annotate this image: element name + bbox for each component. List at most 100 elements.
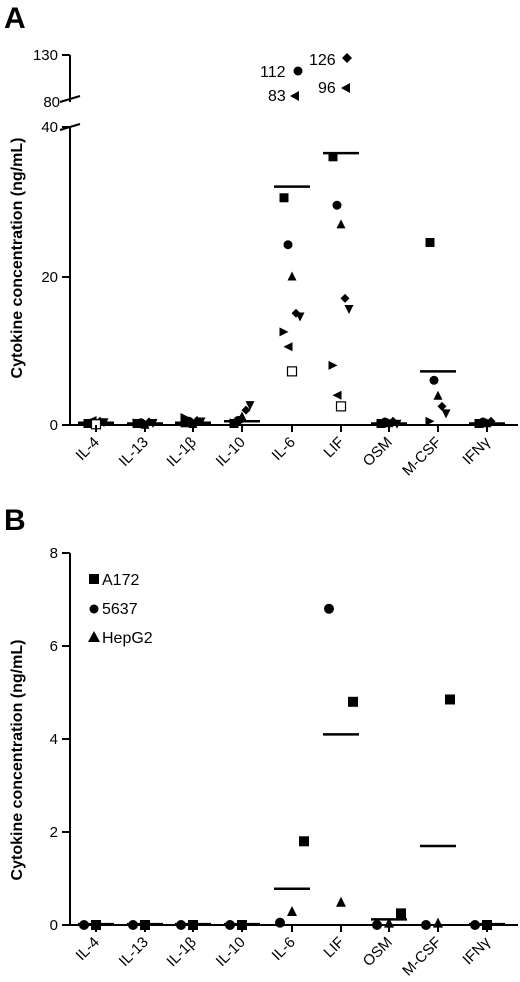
panel-a-chart: 130 80 40 20 0 112 83 126 96 IL-4 IL-13 IL… bbox=[33, 47, 518, 479]
panel-a-point-il-10-6 bbox=[233, 414, 243, 424]
panel-a-point-lif-0 bbox=[328, 152, 338, 162]
panel-a-point-il-4-5 bbox=[83, 419, 93, 429]
panel-b-point-hepg2-m-csf bbox=[433, 917, 443, 928]
panel-a-y-axis-title: Cytokine concentration (ng/mL) bbox=[9, 138, 26, 379]
panel-a-outlier-marker-126 bbox=[342, 53, 352, 63]
panel-a-point-m-csf-2 bbox=[433, 390, 443, 400]
panel-a-point-osm-2 bbox=[384, 418, 394, 428]
panel-a-outlier-label-96: 96 bbox=[318, 80, 336, 97]
panel-b-point-5637-il-1- bbox=[176, 920, 186, 930]
panel-a-point-m-csf-4 bbox=[441, 409, 451, 419]
panel-a-tick-label-130: 130 bbox=[33, 47, 58, 64]
panel-b-category-label-ifn-: IFNγ bbox=[459, 933, 494, 968]
panel-a-category-label-lif: LIF bbox=[320, 434, 347, 461]
panel-b-tick-label-8: 8 bbox=[50, 545, 58, 562]
panel-b-point-5637-il-4 bbox=[79, 920, 89, 930]
panel-b-point-a172-lif bbox=[348, 696, 358, 707]
panel-a-category-label-m-csf: M-CSF bbox=[399, 434, 445, 480]
panel-b-legend: A172 5637 HepG2 bbox=[88, 572, 153, 647]
legend-label-a172: A172 bbox=[102, 572, 139, 589]
panel-b-point-5637-il-6 bbox=[275, 917, 285, 928]
panel-b-tick-label-0: 0 bbox=[50, 917, 58, 934]
panel-a-point-il-6-6 bbox=[283, 342, 293, 352]
panel-a-point-ifn--2 bbox=[482, 418, 492, 428]
panel-b-category-labels: IL-4 IL-13 IL-1β IL-10 IL-6 LIF OSM M-CSF IFNγ bbox=[73, 925, 494, 979]
panel-b-tick-label-6: 6 bbox=[50, 638, 58, 655]
panel-a-category-label-osm: OSM bbox=[360, 434, 396, 470]
panel-b-category-label-il-4: IL-4 bbox=[73, 934, 103, 964]
panel-a-point-osm-4 bbox=[392, 419, 402, 429]
panel-b-tick-label-2: 2 bbox=[50, 824, 58, 841]
panel-b-point-hepg2-lif bbox=[336, 896, 346, 907]
panel-a-point-m-csf-1 bbox=[429, 375, 439, 385]
panel-b-category-label-il-1-: IL-1β bbox=[163, 934, 200, 971]
panel-a-point-il-6-2 bbox=[287, 271, 297, 281]
panel-b-point-5637-il-10 bbox=[225, 920, 235, 930]
panel-a-category-label-il-13: IL-13 bbox=[116, 434, 152, 470]
panel-a-marks bbox=[78, 151, 505, 430]
panel-a-point-il-6-7 bbox=[286, 366, 298, 377]
panel-b-category-label-il-13: IL-13 bbox=[116, 934, 152, 970]
panel-a-point-lif-4 bbox=[344, 305, 354, 315]
panel-a-point-m-csf-3 bbox=[437, 401, 447, 411]
panel-b-category-label-il-6: IL-6 bbox=[269, 934, 299, 964]
panel-a-category-label-il-4: IL-4 bbox=[73, 434, 103, 464]
panel-b-point-a172-osm bbox=[396, 908, 406, 919]
panel-a-category-label-il-10: IL-10 bbox=[213, 434, 249, 470]
panel-a-outlier-marker-112 bbox=[293, 66, 303, 76]
legend-marker-hepg2 bbox=[88, 631, 100, 642]
panel-letter-b: B bbox=[4, 504, 26, 537]
panel-a-point-il-6-1 bbox=[283, 240, 293, 250]
panel-a-category-label-il-6: IL-6 bbox=[269, 434, 299, 464]
panel-b-point-hepg2-il-6 bbox=[287, 906, 297, 917]
panel-a-point-ifn--3 bbox=[486, 416, 496, 426]
panel-b-point-a172-m-csf bbox=[445, 694, 455, 705]
panel-a-point-lif-7 bbox=[335, 401, 347, 412]
panel-b-ticks: 0 2 4 6 8 bbox=[50, 545, 70, 934]
panel-a-point-il-6-5 bbox=[279, 327, 289, 337]
panel-b-point-5637-osm bbox=[372, 920, 382, 930]
panel-a-tick-label-40: 40 bbox=[41, 119, 58, 136]
panel-b-point-5637-ifn- bbox=[470, 920, 480, 930]
panel-a-point-il-10-5 bbox=[229, 418, 239, 428]
panel-a-tick-label-80: 80 bbox=[43, 94, 60, 111]
panel-b-point-5637-il-13 bbox=[128, 920, 138, 930]
legend-label-5637: 5637 bbox=[102, 601, 138, 618]
panel-a-outlier-marker-83 bbox=[290, 91, 299, 101]
panel-b-chart: 0 2 4 6 8 A172 5637 HepG2 IL-4 IL-13 IL-1β IL-1… bbox=[50, 545, 518, 979]
panel-a-outlier-label-83: 83 bbox=[268, 88, 286, 105]
panel-a-point-il-1--4 bbox=[196, 417, 206, 427]
panel-b-marks bbox=[78, 603, 505, 930]
legend-label-hepg2: HepG2 bbox=[102, 630, 153, 647]
panel-a-point-m-csf-5 bbox=[425, 416, 435, 426]
panel-a-point-lif-1 bbox=[332, 200, 342, 210]
panel-a-point-il-1--2 bbox=[188, 419, 198, 429]
panel-b-y-axis-title: Cytokine concentration (ng/mL) bbox=[9, 640, 26, 881]
panel-b-point-hepg2-osm bbox=[384, 917, 394, 928]
panel-letter-a: A bbox=[4, 2, 26, 35]
panel-a-point-il-13-2 bbox=[140, 419, 150, 429]
panel-a-point-lif-2 bbox=[336, 219, 346, 229]
panel-b-category-label-lif: LIF bbox=[320, 934, 347, 961]
legend-marker-5637 bbox=[89, 604, 99, 614]
panel-a-point-lif-3 bbox=[340, 293, 350, 303]
panel-a-axis-break-upper bbox=[59, 95, 81, 103]
panel-a-category-label-il-1-: IL-1β bbox=[163, 434, 200, 471]
panel-a-category-labels: IL-4 IL-13 IL-1β IL-10 IL-6 LIF OSM M-CSF IFNγ bbox=[73, 425, 494, 480]
legend-marker-a172 bbox=[89, 574, 99, 584]
panel-a-point-il-13-4 bbox=[148, 419, 158, 429]
panel-b-point-a172-il-6 bbox=[299, 836, 309, 847]
panel-a-point-il-10-4 bbox=[245, 401, 255, 411]
panel-b-category-label-osm: OSM bbox=[360, 934, 396, 970]
panel-b-point-5637-lif bbox=[324, 603, 334, 614]
panel-a-outlier-label-112: 112 bbox=[260, 64, 286, 81]
panel-a-point-lif-6 bbox=[332, 390, 342, 400]
panel-a-point-il-6-4 bbox=[295, 312, 305, 322]
panel-a-point-il-13-5 bbox=[132, 418, 142, 428]
panel-a-point-il-6-0 bbox=[279, 193, 289, 203]
panel-a-point-lif-5 bbox=[328, 360, 338, 370]
panel-a-point-m-csf-0 bbox=[425, 237, 435, 247]
panel-a-outlier-marker-96 bbox=[341, 83, 350, 93]
panel-a-point-il-1--5 bbox=[180, 413, 190, 423]
